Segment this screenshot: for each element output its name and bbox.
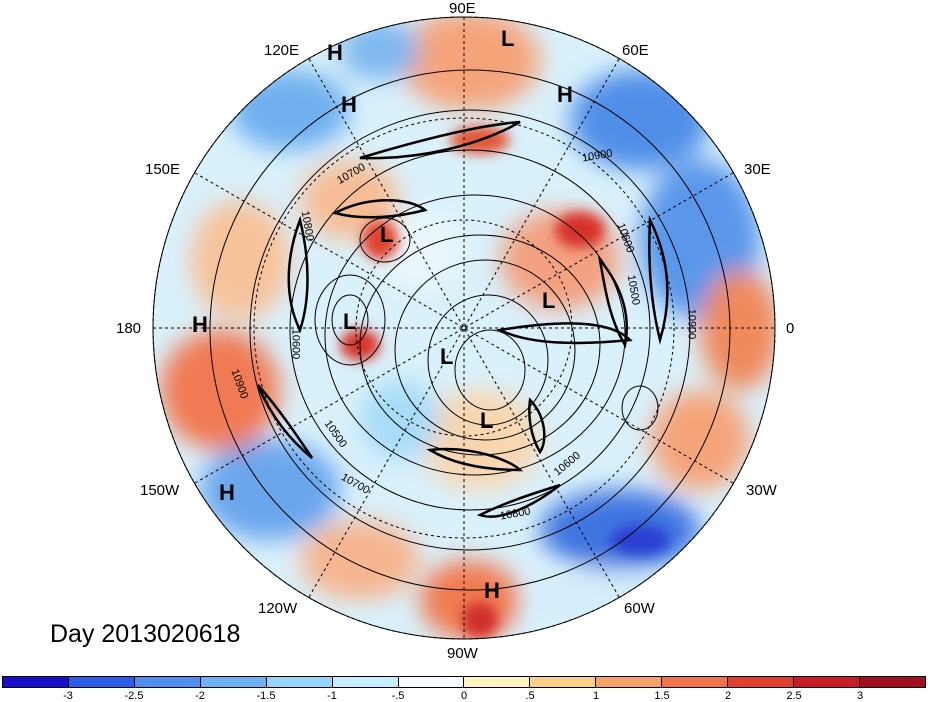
colorbar-segment [134, 677, 201, 687]
high-center-6: H [484, 578, 500, 603]
colorbar-tick-label: 1.5 [654, 690, 670, 702]
colorbar-tick-label: 3 [856, 690, 864, 702]
high-center-1: H [327, 40, 343, 65]
colorbar-tick-label: -3 [63, 690, 73, 702]
low-center-2: L [380, 222, 394, 247]
polar-map [152, 16, 776, 640]
contour-label: 10900 [685, 308, 698, 340]
wind-contours [256, 120, 669, 518]
colorbar [2, 676, 926, 688]
colorbar-segment [3, 677, 69, 687]
colorbar-tick-label: 0 [460, 690, 468, 702]
label-90e: 90E [449, 0, 476, 17]
colorbar-segment [859, 677, 925, 687]
label-0: 0 [786, 320, 795, 337]
colorbar-segment [200, 677, 267, 687]
colorbar-tick-label: -1 [327, 690, 337, 702]
low-center-6: L [480, 408, 494, 433]
label-60e: 60E [622, 42, 649, 59]
colorbar-segment [794, 677, 860, 687]
low-center-3: L [542, 288, 556, 313]
label-120e: 120E [264, 42, 300, 59]
low-center-1: L [501, 26, 515, 51]
high-center-4: H [192, 312, 208, 337]
colorbar-tick-label: 2.5 [786, 690, 802, 702]
colorbar-tick-label: -2 [195, 690, 205, 702]
colorbar-tick-label: -1.5 [256, 690, 276, 702]
label-120w: 120W [258, 600, 298, 617]
map-border [152, 16, 776, 640]
colorbar-tick-label: 2 [724, 690, 732, 702]
colorbar-segment [662, 677, 729, 687]
high-center-2: H [341, 92, 357, 117]
colorbar-tick-label: -.5 [391, 690, 405, 702]
geopotential-contours [209, 69, 731, 591]
colorbar-segment [596, 677, 663, 687]
colorbar-segment [398, 677, 465, 687]
colorbar-tick-label: .5 [525, 690, 535, 702]
high-center-3: H [557, 82, 573, 107]
colorbar-segment [68, 677, 135, 687]
colorbar-segment [332, 677, 399, 687]
low-center-5: L [440, 344, 454, 369]
day-title: Day 2013020618 [50, 620, 241, 648]
label-180: 180 [116, 320, 142, 337]
colorbar-tick-label: 1 [592, 690, 600, 702]
label-150e: 150E [145, 161, 181, 178]
label-90w: 90W [447, 645, 478, 662]
high-center-5: H [219, 480, 235, 505]
colorbar-segment [266, 677, 333, 687]
colorbar-segment [464, 677, 531, 687]
low-center-4: L [343, 309, 357, 334]
label-60w: 60W [624, 600, 655, 617]
colorbar-segment [530, 677, 597, 687]
colorbar-segment [728, 677, 795, 687]
contour-label: 10600 [289, 328, 302, 360]
label-30e: 30E [744, 161, 771, 178]
colorbar-tick-label: -2.5 [124, 690, 144, 702]
label-30w: 30W [746, 482, 777, 499]
label-150w: 150W [140, 482, 180, 499]
